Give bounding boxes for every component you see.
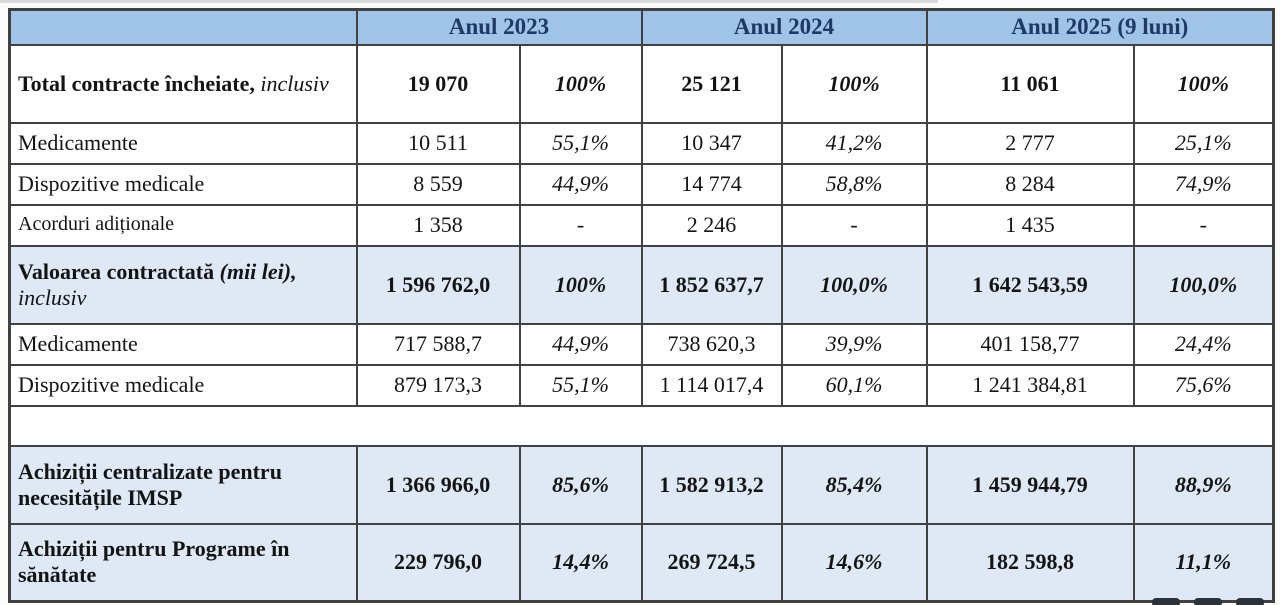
percent-cell: 44,9% — [518, 162, 643, 206]
value-cell: 182 598,8 — [925, 522, 1135, 603]
percent-cell: 75,6% — [1132, 363, 1275, 407]
value-cell: 1 366 966,0 — [355, 444, 521, 525]
value-cell: 19 070 — [355, 43, 521, 124]
header-anul-2025: Anul 2025 (9 luni) — [925, 8, 1275, 46]
percent-cell: 100% — [780, 43, 928, 124]
percent-cell: 100% — [1132, 43, 1275, 124]
header-corner-cell — [8, 8, 358, 46]
label-plain: Acorduri adiționale — [18, 213, 175, 236]
table-row-achizitii-programe: Achiziții pentru Programe în sănătate 22… — [8, 522, 1275, 603]
value-cell: 269 724,5 — [640, 522, 783, 603]
table-row-spacer — [8, 404, 1275, 447]
row-label: Valoarea contractată (mii lei), inclusiv — [8, 244, 358, 325]
value-cell: 10 347 — [640, 121, 783, 165]
percent-cell: 74,9% — [1132, 162, 1275, 206]
percent-cell: 100,0% — [780, 244, 928, 325]
label-plain: Dispozitive medicale — [18, 171, 205, 197]
value-cell: 8 559 — [355, 162, 521, 206]
value-cell: 229 796,0 — [355, 522, 521, 603]
row-label: Total contracte încheiate, inclusiv — [8, 43, 358, 124]
value-cell: 1 435 — [925, 203, 1135, 247]
table-row-medicamente-value: Medicamente 717 588,7 44,9% 738 620,3 39… — [8, 322, 1275, 366]
table-row-dispozitive-value: Dispozitive medicale 879 173,3 55,1% 1 1… — [8, 363, 1275, 407]
label-bold: Valoarea contractată — [18, 258, 215, 284]
value-cell: 717 588,7 — [355, 322, 521, 366]
value-cell: 1 642 543,59 — [925, 244, 1135, 325]
frame-edge-line — [0, 0, 938, 3]
percent-cell: 11,1% — [1132, 522, 1275, 603]
row-label: Dispozitive medicale — [8, 162, 358, 206]
header-anul-2023: Anul 2023 — [355, 8, 643, 46]
percent-cell: 14,4% — [518, 522, 643, 603]
value-cell: 2 777 — [925, 121, 1135, 165]
cropped-watermark — [1152, 598, 1280, 605]
percent-cell: 85,4% — [780, 444, 928, 525]
percent-cell: 41,2% — [780, 121, 928, 165]
percent-cell: 58,8% — [780, 162, 928, 206]
value-cell: 8 284 — [925, 162, 1135, 206]
table-row-dispozitive-count: Dispozitive medicale 8 559 44,9% 14 774 … — [8, 162, 1275, 206]
label-italic: inclusiv — [260, 70, 329, 96]
table-row-valoarea-contractata: Valoarea contractată (mii lei), inclusiv… — [8, 244, 1275, 325]
value-cell: 1 358 — [355, 203, 521, 247]
value-cell: 25 121 — [640, 43, 783, 124]
value-cell: 1 582 913,2 — [640, 444, 783, 525]
label-plain: Medicamente — [18, 331, 138, 357]
row-label: Acorduri adiționale — [8, 203, 358, 247]
value-cell: 1 241 384,81 — [925, 363, 1135, 407]
value-cell: 1 852 637,7 — [640, 244, 783, 325]
percent-cell: 25,1% — [1132, 121, 1275, 165]
row-label: Dispozitive medicale — [8, 363, 358, 407]
row-label: Achiziții pentru Programe în sănătate — [8, 522, 358, 603]
value-cell: 2 246 — [640, 203, 783, 247]
row-label: Medicamente — [8, 322, 358, 366]
label-plain: Medicamente — [18, 130, 138, 156]
row-label: Achiziții centralizate pentru necesități… — [8, 444, 358, 525]
label-plain: Dispozitive medicale — [18, 372, 205, 398]
percent-cell: 85,6% — [518, 444, 643, 525]
value-cell: 10 511 — [355, 121, 521, 165]
percent-cell: 55,1% — [518, 363, 643, 407]
spacer-cell — [8, 404, 1275, 447]
percent-cell: 39,9% — [780, 322, 928, 366]
header-anul-2024: Anul 2024 — [640, 8, 928, 46]
value-cell: 14 774 — [640, 162, 783, 206]
label-bold: Total contracte încheiate, — [18, 70, 255, 96]
percent-cell: 100% — [518, 43, 643, 124]
procurement-table: Anul 2023 Anul 2024 Anul 2025 (9 luni) T… — [8, 8, 1276, 603]
percent-cell: 24,4% — [1132, 322, 1275, 366]
percent-cell: 55,1% — [518, 121, 643, 165]
percent-cell: 60,1% — [780, 363, 928, 407]
percent-cell: 100,0% — [1132, 244, 1275, 325]
label-bold: Achiziții pentru Programe în sănătate — [18, 536, 290, 588]
percent-cell: 14,6% — [780, 522, 928, 603]
value-cell: 401 158,77 — [925, 322, 1135, 366]
percent-cell: 44,9% — [518, 322, 643, 366]
row-label: Medicamente — [8, 121, 358, 165]
value-cell: 738 620,3 — [640, 322, 783, 366]
percent-cell: - — [780, 203, 928, 247]
value-cell: 1 114 017,4 — [640, 363, 783, 407]
value-cell: 1 459 944,79 — [925, 444, 1135, 525]
table-header-row: Anul 2023 Anul 2024 Anul 2025 (9 luni) — [8, 8, 1275, 46]
percent-cell: 88,9% — [1132, 444, 1275, 525]
label-italic: inclusiv — [18, 284, 87, 310]
percent-cell: 100% — [518, 244, 643, 325]
percent-cell: - — [518, 203, 643, 247]
value-cell: 1 596 762,0 — [355, 244, 521, 325]
table-row-total-contracte: Total contracte încheiate, inclusiv 19 0… — [8, 43, 1275, 124]
label-bold: Achiziții centralizate pentru necesități… — [18, 458, 282, 510]
table-row-medicamente-count: Medicamente 10 511 55,1% 10 347 41,2% 2 … — [8, 121, 1275, 165]
value-cell: 879 173,3 — [355, 363, 521, 407]
label-bold-italic: (mii — [219, 258, 257, 284]
value-cell: 11 061 — [925, 43, 1135, 124]
label-bold-italic: lei), — [261, 258, 297, 284]
table-row-acorduri: Acorduri adiționale 1 358 - 2 246 - 1 43… — [8, 203, 1275, 247]
table-row-achizitii-centralizate: Achiziții centralizate pentru necesități… — [8, 444, 1275, 525]
percent-cell: - — [1132, 203, 1275, 247]
